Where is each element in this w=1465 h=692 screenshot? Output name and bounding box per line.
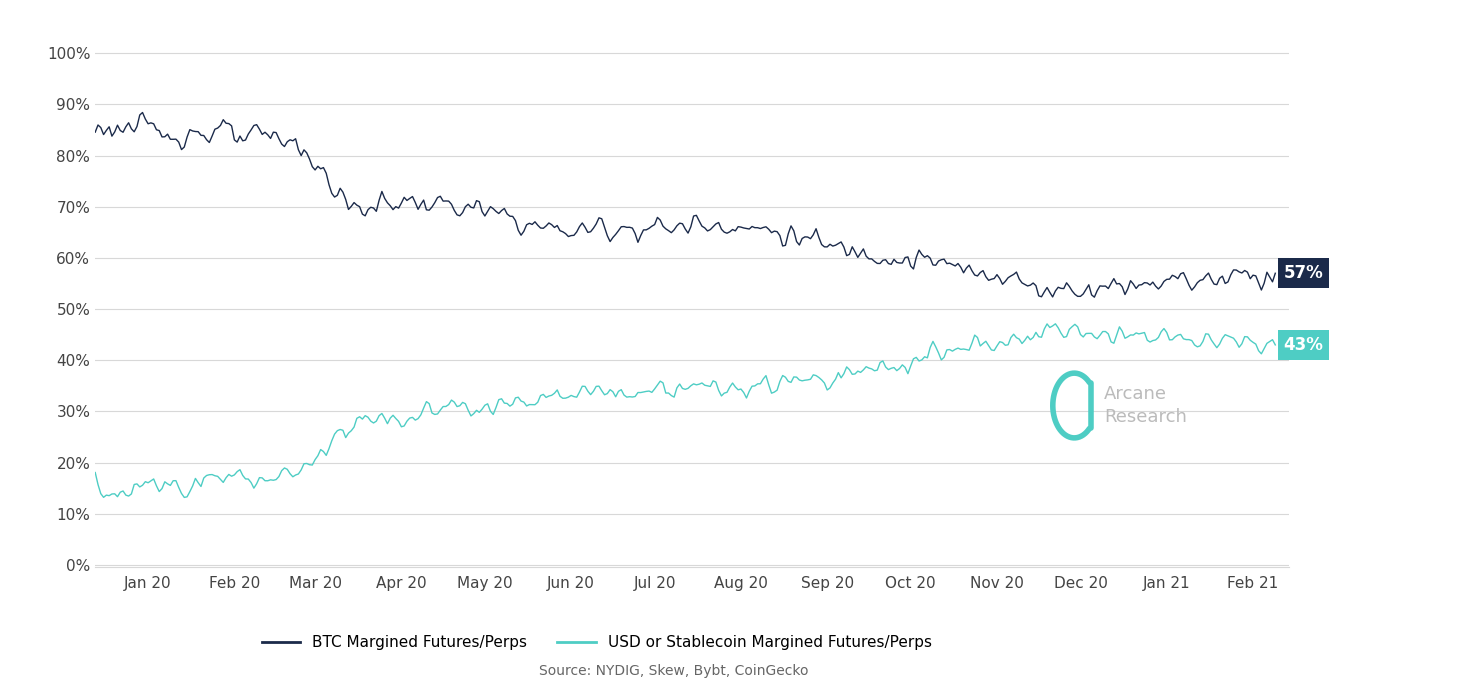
Text: Arcane
Research: Arcane Research xyxy=(1105,385,1187,426)
Legend: BTC Margined Futures/Perps, USD or Stablecoin Margined Futures/Perps: BTC Margined Futures/Perps, USD or Stabl… xyxy=(255,629,938,656)
Text: Source: NYDIG, Skew, Bybt, CoinGecko: Source: NYDIG, Skew, Bybt, CoinGecko xyxy=(539,664,809,677)
Text: 43%: 43% xyxy=(1283,336,1323,354)
Text: 57%: 57% xyxy=(1283,264,1323,282)
